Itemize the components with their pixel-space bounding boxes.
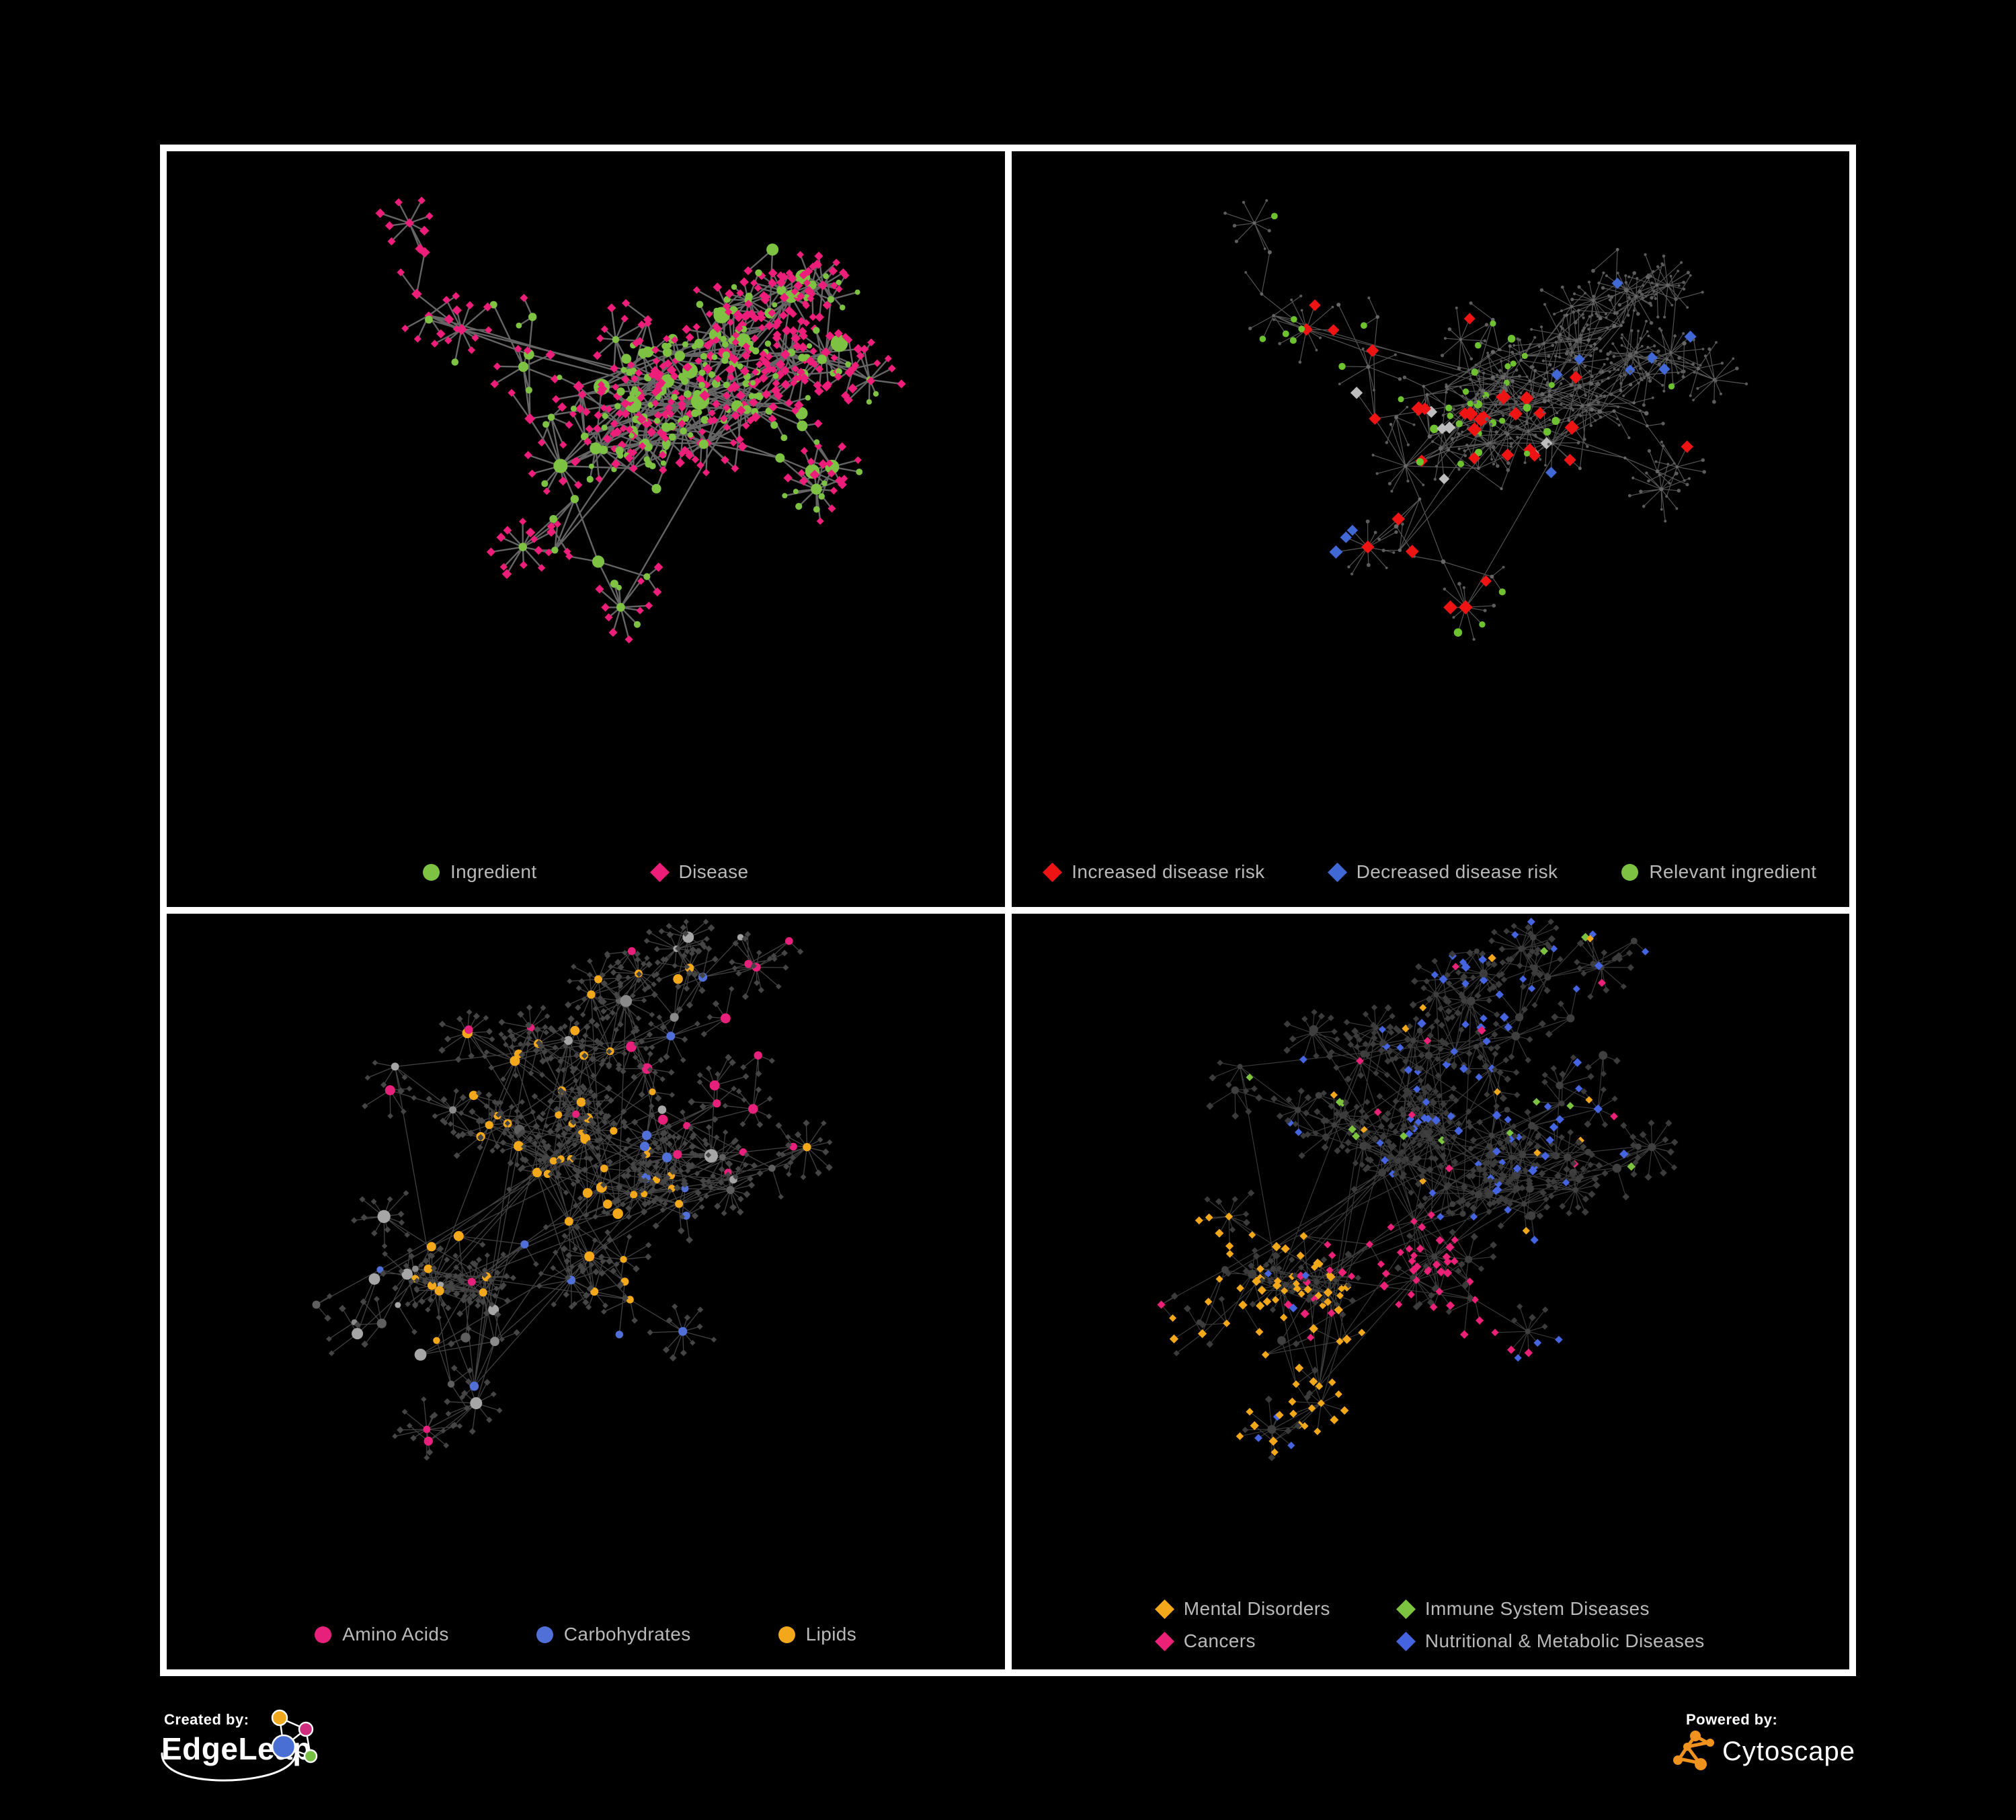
circle-marker: [1621, 863, 1639, 881]
legend-item-disease: Disease: [649, 861, 749, 883]
legend-label: Relevant ingredient: [1649, 861, 1817, 882]
legend-disease-categories: Mental Disorders Immune System Diseases Ca…: [1012, 1598, 1850, 1652]
disease-risk-network: [1223, 199, 1748, 641]
legend-item-decreased-disease-risk: Decreased disease risk: [1327, 861, 1558, 883]
legend-item-lipids: Lipids: [778, 1624, 857, 1645]
legend-label: Decreased disease risk: [1356, 861, 1558, 882]
legend-label: Cancers: [1183, 1630, 1256, 1651]
cytoscape-logo-icon: [1673, 1731, 1714, 1770]
edgeleap-network-icon: [161, 1709, 318, 1782]
legend-item-amino-acids: Amino Acids: [315, 1624, 448, 1645]
powered-by-label: Powered by:: [1686, 1711, 1777, 1728]
diamond-marker: [1154, 1599, 1174, 1619]
circle-marker: [315, 1626, 332, 1643]
legend-label: Ingredient: [450, 861, 537, 882]
legend-label: Carbohydrates: [563, 1624, 691, 1645]
legend-item-cancers: Cancers: [1154, 1630, 1330, 1652]
compound-classes-network: [312, 918, 833, 1461]
panel-disease-risk: Increased disease risk Decreased disease …: [1011, 151, 1850, 907]
legend-item-carbohydrates: Carbohydrates: [536, 1624, 691, 1645]
panel-disease-categories: Mental Disorders Immune System Diseases Ca…: [1011, 914, 1850, 1669]
legend-label: Lipids: [805, 1624, 857, 1645]
panel-ingredients-diseases: Ingredient Disease: [167, 151, 1005, 907]
edgeleap-logo: Created by: EdgeLeap: [161, 1709, 318, 1782]
legend-label: Amino Acids: [342, 1624, 449, 1645]
legend-label: Increased disease risk: [1072, 861, 1265, 882]
circle-marker: [422, 863, 440, 881]
legend-label: Immune System Diseases: [1424, 1598, 1650, 1619]
legend-item-relevant-ingredient: Relevant ingredient: [1621, 861, 1816, 883]
legend-disease-risk: Increased disease risk Decreased disease …: [1012, 861, 1850, 883]
panel-grid: Ingredient Disease Increased disease risk…: [160, 145, 1856, 1676]
legend-label: Nutritional & Metabolic Diseases: [1424, 1630, 1705, 1651]
diamond-marker: [1043, 862, 1063, 882]
cytoscape-logo: Powered by: Cytoscape: [1673, 1711, 1855, 1770]
legend-item-increased-disease-risk: Increased disease risk: [1043, 861, 1265, 883]
diamond-marker: [1396, 1631, 1416, 1651]
diamond-marker: [1396, 1599, 1416, 1619]
panel-compound-classes: Amino Acids Carbohydrates Lipids: [167, 914, 1005, 1669]
circle-marker: [778, 1626, 795, 1643]
diamond-marker: [1154, 1631, 1174, 1651]
created-by-label: Created by:: [164, 1711, 249, 1728]
legend-label: Mental Disorders: [1183, 1598, 1330, 1619]
legend-ingredients-diseases: Ingredient Disease: [167, 861, 1005, 883]
ingredients-diseases-network: [375, 196, 906, 644]
legend-label: Disease: [678, 861, 749, 882]
legend-item-ingredient: Ingredient: [422, 861, 537, 883]
disease-categories-network: [1156, 918, 1679, 1462]
diamond-marker: [649, 862, 670, 882]
cytoscape-brand-text: Cytoscape: [1722, 1737, 1855, 1766]
diamond-marker: [1327, 862, 1347, 882]
legend-item-nutritional-metabolic-diseases: Nutritional & Metabolic Diseases: [1396, 1630, 1705, 1652]
circle-marker: [536, 1626, 553, 1643]
legend-compound-classes: Amino Acids Carbohydrates Lipids: [167, 1624, 1005, 1645]
legend-item-immune-system-diseases: Immune System Diseases: [1396, 1598, 1705, 1620]
legend-item-mental-disorders: Mental Disorders: [1154, 1598, 1330, 1620]
